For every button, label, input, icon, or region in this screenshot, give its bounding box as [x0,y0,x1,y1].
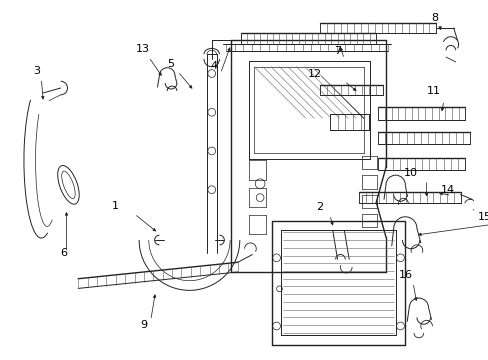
Text: 1: 1 [111,201,118,211]
Text: 5: 5 [167,59,174,69]
Text: 7: 7 [333,46,341,56]
Text: 2: 2 [316,202,323,212]
Text: 9: 9 [140,320,147,330]
Text: 4: 4 [210,61,217,71]
Text: 8: 8 [430,13,437,23]
Text: 3: 3 [33,66,40,76]
Text: 12: 12 [307,68,322,78]
Text: 6: 6 [60,248,67,258]
Text: 13: 13 [136,44,150,54]
Text: 10: 10 [403,168,417,178]
Text: 16: 16 [398,270,411,280]
Text: 11: 11 [426,86,440,96]
Text: 14: 14 [440,185,454,195]
Text: 15: 15 [477,212,488,222]
